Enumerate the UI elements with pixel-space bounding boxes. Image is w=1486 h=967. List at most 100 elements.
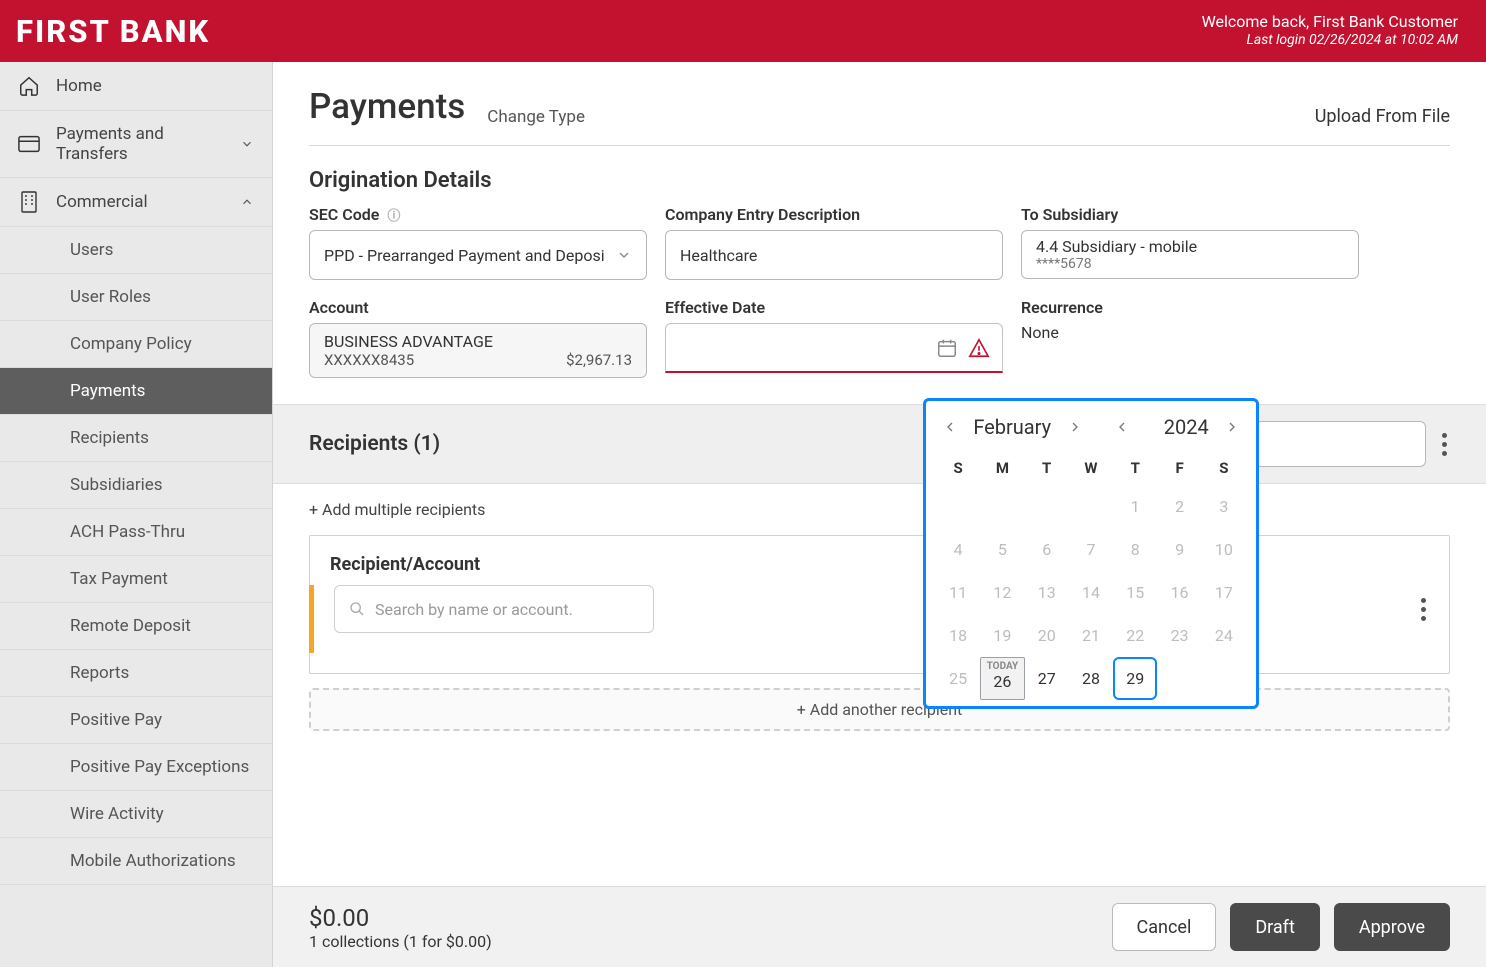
sidebar-item-positive-pay-exceptions[interactable]: Positive Pay Exceptions — [0, 744, 272, 791]
calendar-dow: M — [980, 451, 1024, 485]
upload-from-file-link[interactable]: Upload From File — [1315, 106, 1450, 127]
brand-logo: FIRST BANK — [16, 13, 210, 50]
sidebar-item-wire-activity[interactable]: Wire Activity — [0, 791, 272, 838]
chevron-up-icon — [240, 195, 254, 209]
sidebar-item-mobile-authorizations[interactable]: Mobile Authorizations — [0, 838, 272, 885]
calendar-day-18: 18 — [936, 614, 980, 657]
draft-button[interactable]: Draft — [1230, 903, 1320, 951]
account-balance: $2,967.13 — [566, 351, 632, 369]
calendar-day-19: 19 — [980, 614, 1024, 657]
calendar-day-13: 13 — [1025, 571, 1069, 614]
to-subsidiary-masked: ****5678 — [1036, 256, 1344, 272]
prev-year-button[interactable] — [1108, 413, 1135, 441]
home-icon — [18, 75, 40, 97]
nav-home[interactable]: Home — [0, 62, 272, 111]
sidebar-item-recipients[interactable]: Recipients — [0, 415, 272, 462]
add-another-recipient-button[interactable]: + Add another recipient — [309, 688, 1450, 731]
alert-icon — [968, 337, 990, 359]
calendar-day-29[interactable]: 29 — [1113, 657, 1157, 700]
company-entry-value: Healthcare — [680, 246, 757, 265]
welcome-text: Welcome back, First Bank Customer — [1202, 12, 1458, 32]
change-type-link[interactable]: Change Type — [487, 107, 585, 127]
account-select[interactable]: BUSINESS ADVANTAGE XXXXXX8435 $2,967.13 — [309, 323, 647, 378]
account-label: Account — [309, 298, 647, 317]
footer-amount: $0.00 — [309, 904, 492, 932]
sidebar-item-user-roles[interactable]: User Roles — [0, 274, 272, 321]
calendar-dow: T — [1113, 451, 1157, 485]
nav-home-label: Home — [56, 76, 102, 96]
calendar-day-2: 2 — [1157, 485, 1201, 528]
recipients-menu-button[interactable] — [1438, 427, 1450, 462]
calendar-icon — [936, 337, 958, 359]
calendar-day-7: 7 — [1069, 528, 1113, 571]
calendar-dow: S — [1202, 451, 1246, 485]
calendar-day-21: 21 — [1069, 614, 1113, 657]
recipient-row-menu-button[interactable] — [1417, 592, 1429, 627]
calendar-dow: W — [1069, 451, 1113, 485]
add-multiple-recipients-link[interactable]: + Add multiple recipients — [273, 484, 1486, 527]
sec-code-label-text: SEC Code — [309, 205, 379, 224]
sidebar-item-positive-pay[interactable]: Positive Pay — [0, 697, 272, 744]
sidebar-item-ach-pass-thru[interactable]: ACH Pass-Thru — [0, 509, 272, 556]
sidebar-item-payments[interactable]: Payments — [0, 368, 272, 415]
sidebar-item-tax-payment[interactable]: Tax Payment — [0, 556, 272, 603]
approve-button[interactable]: Approve — [1334, 903, 1450, 951]
sec-code-select[interactable]: PPD - Prearranged Payment and Deposi — [309, 230, 647, 280]
calendar-day-26[interactable]: TODAY26 — [980, 657, 1024, 700]
sidebar-item-remote-deposit[interactable]: Remote Deposit — [0, 603, 272, 650]
recurrence-value[interactable]: None — [1021, 323, 1359, 342]
recipients-heading: Recipients (1) — [309, 432, 440, 456]
calendar-today-label: TODAY — [981, 662, 1023, 672]
calendar-day-17: 17 — [1202, 571, 1246, 614]
calendar-dow: F — [1157, 451, 1201, 485]
footer-summary: 1 collections (1 for $0.00) — [309, 932, 492, 951]
effective-date-input[interactable] — [665, 323, 1003, 373]
search-icon — [349, 601, 365, 617]
page-title: Payments — [309, 86, 465, 127]
help-icon[interactable]: ⓘ — [387, 209, 400, 224]
calendar-day-12: 12 — [980, 571, 1024, 614]
calendar-day-4: 4 — [936, 528, 980, 571]
prev-month-button[interactable] — [936, 413, 963, 441]
recipient-search-placeholder: Search by name or account. — [375, 600, 573, 619]
recipient-card: Recipient/Account Search by name or acco… — [309, 535, 1450, 674]
company-entry-input[interactable]: Healthcare — [665, 230, 1003, 280]
calendar-day-28[interactable]: 28 — [1069, 657, 1113, 700]
building-icon — [18, 191, 40, 213]
calendar-day-1: 1 — [1113, 485, 1157, 528]
to-subsidiary-select[interactable]: 4.4 Subsidiary - mobile ****5678 — [1021, 230, 1359, 279]
sidebar-item-reports[interactable]: Reports — [0, 650, 272, 697]
recurrence-label: Recurrence — [1021, 298, 1359, 317]
effective-date-label: Effective Date — [665, 298, 1003, 317]
next-year-button[interactable] — [1219, 413, 1246, 441]
calendar-day-27[interactable]: 27 — [1025, 657, 1069, 700]
sidebar-item-company-policy[interactable]: Company Policy — [0, 321, 272, 368]
calendar-day-3: 3 — [1202, 485, 1246, 528]
calendar-day-6: 6 — [1025, 528, 1069, 571]
calendar-day-23: 23 — [1157, 614, 1201, 657]
cancel-button[interactable]: Cancel — [1112, 903, 1217, 951]
nav-payments-transfers[interactable]: Payments and Transfers — [0, 111, 272, 178]
recipient-search-input[interactable]: Search by name or account. — [334, 585, 654, 633]
calendar-dow: T — [1025, 451, 1069, 485]
sec-code-value: PPD - Prearranged Payment and Deposi — [324, 246, 605, 265]
calendar-day-5: 5 — [980, 528, 1024, 571]
welcome-block: Welcome back, First Bank Customer Last l… — [1202, 12, 1458, 50]
account-name: BUSINESS ADVANTAGE — [324, 332, 632, 351]
calendar-day-25: 25 — [936, 657, 980, 700]
calendar-month-label: February — [969, 415, 1055, 439]
nav-payments-transfers-label: Payments and Transfers — [56, 124, 224, 164]
sidebar-item-users[interactable]: Users — [0, 227, 272, 274]
nav-commercial[interactable]: Commercial — [0, 178, 272, 227]
calendar-year-label: 2024 — [1160, 415, 1213, 439]
date-picker-popover: February 2024 SMTWTFS1234567891011121314… — [923, 398, 1259, 709]
sidebar-item-subsidiaries[interactable]: Subsidiaries — [0, 462, 272, 509]
footer-bar: $0.00 1 collections (1 for $0.00) Cancel… — [273, 886, 1486, 967]
next-month-button[interactable] — [1061, 413, 1088, 441]
calendar-grid: SMTWTFS123456789101112131415161718192021… — [936, 451, 1246, 700]
calendar-day-9: 9 — [1157, 528, 1201, 571]
calendar-day-22: 22 — [1113, 614, 1157, 657]
topbar: FIRST BANK Welcome back, First Bank Cust… — [0, 0, 1486, 62]
sec-code-label: SEC Code ⓘ — [309, 205, 647, 224]
account-masked: XXXXXX8435 — [324, 351, 414, 369]
